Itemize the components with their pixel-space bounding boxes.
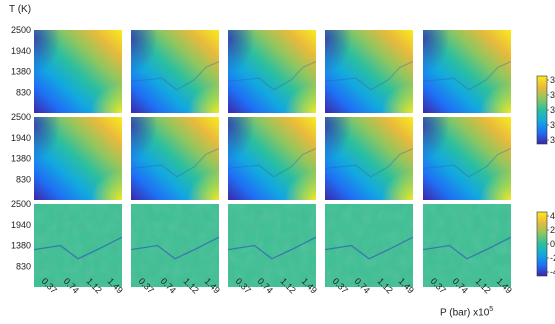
residual-panel-c5 bbox=[422, 204, 512, 287]
colorbar-tick-label: 3200 bbox=[550, 120, 555, 130]
residual-panel-c3 bbox=[227, 204, 317, 287]
y-tick-label: 830 bbox=[16, 87, 31, 97]
phase-boundary bbox=[130, 60, 220, 91]
residual-noise bbox=[131, 204, 219, 287]
y-tick-label: 1940 bbox=[11, 220, 31, 230]
residual-boundary bbox=[130, 236, 220, 260]
residual-tint bbox=[228, 204, 316, 287]
phase-boundary bbox=[324, 147, 414, 178]
residual-boundary bbox=[33, 236, 123, 260]
x-axis-label: P (bar) x105 bbox=[440, 306, 493, 318]
colorbar-2: 40 20 0 -20 -40 bbox=[536, 211, 555, 277]
colorbar-tick-label: 3600 bbox=[550, 90, 555, 100]
heatmap-panel-r2-c1 bbox=[34, 117, 122, 200]
y-tick-label: 1380 bbox=[11, 241, 31, 251]
heatmap-panel-r1-c1 bbox=[34, 30, 122, 113]
heatmap-cold-region bbox=[131, 117, 175, 176]
residual-boundary bbox=[324, 236, 414, 260]
heatmap-panel-r1-c5 bbox=[422, 30, 512, 113]
y-tick-label: 1940 bbox=[11, 133, 31, 143]
colorbar-tick-label: 20 bbox=[550, 225, 555, 235]
phase-boundary bbox=[422, 60, 512, 91]
colorbar-gradient bbox=[536, 211, 548, 277]
residual-panel-c1 bbox=[33, 204, 123, 287]
residual-noise bbox=[34, 204, 122, 287]
colorbar-tick-label: -40 bbox=[550, 267, 555, 277]
colorbar-tick-label: -20 bbox=[550, 253, 555, 263]
heatmap-cold-region bbox=[325, 30, 369, 89]
x-tick-label: 1.49 bbox=[300, 276, 319, 295]
phase-boundary bbox=[130, 147, 220, 178]
colorbar-gradient bbox=[536, 75, 548, 145]
colorbar-tick-label: 3000 bbox=[550, 135, 555, 145]
y-axis-label: T (K) bbox=[9, 4, 32, 15]
phase-boundary bbox=[227, 60, 317, 91]
y-tick-label: 1940 bbox=[11, 46, 31, 56]
y-tick-label: 830 bbox=[16, 261, 31, 271]
residual-tint bbox=[325, 204, 413, 287]
phase-boundary bbox=[227, 147, 317, 178]
x-tick-label: 1.49 bbox=[495, 276, 514, 295]
heatmap-panel-r1-c2 bbox=[130, 30, 220, 113]
residual-noise bbox=[423, 204, 511, 287]
y-tick-label: 1380 bbox=[11, 154, 31, 164]
x-tick-label: 1.49 bbox=[203, 276, 222, 295]
x-axis-label-text: P (bar) x10 bbox=[440, 307, 490, 319]
heatmap-cold-region bbox=[131, 30, 175, 89]
residual-boundary bbox=[227, 236, 317, 260]
residual-panel-c2 bbox=[130, 204, 220, 287]
colorbar-tick-label: 3800 bbox=[550, 75, 555, 85]
colorbar-tick-label: 3400 bbox=[550, 105, 555, 115]
heatmap-panel-r2-c5 bbox=[422, 117, 512, 200]
heatmap-cold-region bbox=[423, 30, 467, 89]
y-tick-label: 830 bbox=[16, 174, 31, 184]
phase-boundary bbox=[324, 60, 414, 91]
heatmap-panel-r1-c4 bbox=[324, 30, 414, 113]
residual-noise bbox=[325, 204, 413, 287]
residual-tint bbox=[131, 204, 219, 287]
y-tick-label: 2500 bbox=[11, 25, 31, 35]
heatmap-panel-r2-c3 bbox=[227, 117, 317, 200]
phase-boundary bbox=[422, 147, 512, 178]
x-axis-label-exponent: 5 bbox=[489, 306, 494, 313]
heatmap-cold-region bbox=[228, 117, 272, 176]
residual-tint bbox=[423, 204, 511, 287]
colorbar-1: 3800 3600 3400 3200 3000 bbox=[536, 75, 555, 145]
heatmap-panel-r2-c4 bbox=[324, 117, 414, 200]
heatmap-cold-region bbox=[34, 117, 78, 176]
y-tick-label: 2500 bbox=[11, 199, 31, 209]
heatmap-panel-r2-c2 bbox=[130, 117, 220, 200]
colorbar-tick-label: 40 bbox=[550, 211, 555, 221]
residual-panel-c4 bbox=[324, 204, 414, 287]
residual-boundary bbox=[422, 236, 512, 260]
heatmap-cold-region bbox=[34, 30, 78, 89]
heatmap-cold-region bbox=[423, 117, 467, 176]
heatmap-cold-region bbox=[325, 117, 369, 176]
x-tick-label: 1.49 bbox=[397, 276, 416, 295]
residual-noise bbox=[228, 204, 316, 287]
residual-tint bbox=[34, 204, 122, 287]
y-tick-label: 2500 bbox=[11, 112, 31, 122]
colorbar-tick-label: 0 bbox=[550, 239, 555, 249]
heatmap-cold-region bbox=[228, 30, 272, 89]
heatmap-panel-r1-c3 bbox=[227, 30, 317, 113]
x-tick-label: 1.49 bbox=[106, 276, 125, 295]
y-tick-label: 1380 bbox=[11, 67, 31, 77]
